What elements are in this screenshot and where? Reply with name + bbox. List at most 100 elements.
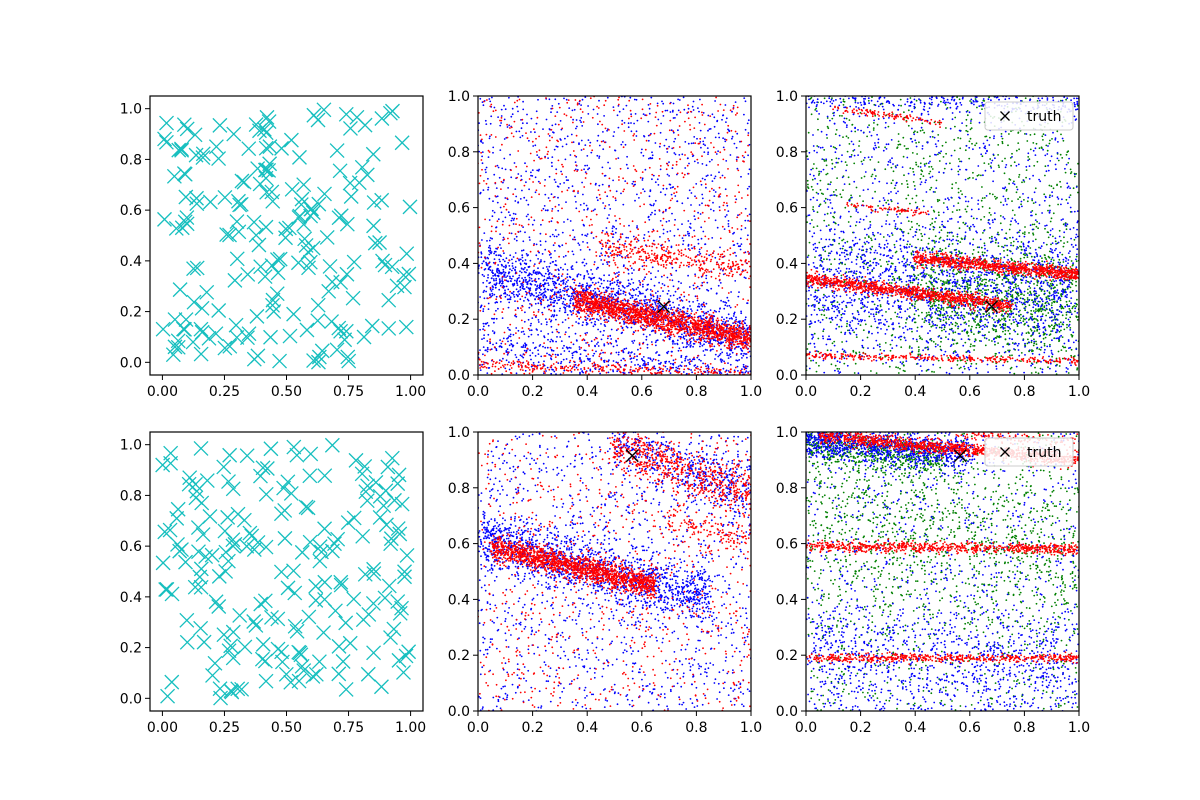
data-point [690,334,693,336]
data-point [641,148,643,151]
data-point [556,296,558,299]
data-point [719,237,722,240]
data-point [641,98,644,101]
data-point [576,340,578,342]
data-point [550,161,553,164]
data-point [615,158,617,160]
data-point [707,289,710,292]
data-point [482,104,485,107]
data-point [343,189,359,204]
data-point [700,226,703,229]
data-point [603,359,606,362]
data-point [657,290,659,293]
data-point [666,313,669,315]
data-point [716,321,719,324]
data-point [481,162,484,165]
data-point [563,290,566,292]
data-point [634,320,637,323]
data-point [552,369,554,371]
data-point [656,298,658,301]
data-point [505,208,508,211]
data-point [615,291,618,294]
data-point [668,175,670,177]
data-point [581,370,584,372]
data-point [676,343,679,346]
data-point [651,368,653,370]
data-point [559,288,562,291]
data-point [720,323,723,325]
data-point [711,335,713,338]
data-point [638,280,641,282]
data-point [548,135,551,137]
data-point [670,350,673,353]
data-point [222,338,238,354]
data-point [530,329,533,332]
data-point [561,231,564,234]
data-point [651,211,653,214]
data-point [540,157,543,160]
data-point [701,197,704,200]
data-point [593,293,596,295]
data-point [500,115,503,117]
data-point [547,333,550,335]
data-point [686,310,689,312]
data-point [656,254,659,257]
data-point [488,250,490,252]
data-point [507,306,510,309]
data-point [687,265,690,268]
data-point [617,253,619,256]
data-point [728,229,731,232]
data-point [661,370,664,373]
data-point [706,349,708,351]
data-point [558,283,561,286]
data-point [619,281,621,283]
data-point [519,354,522,357]
data-point [499,119,501,122]
data-point [666,151,669,153]
data-point [613,281,616,284]
data-point [669,111,672,113]
data-point [717,110,719,112]
data-point [566,189,569,192]
data-point [731,265,734,268]
data-point [619,365,622,368]
data-point [699,368,702,371]
data-point [630,256,632,258]
data-point [687,248,690,250]
data-point [585,285,588,287]
data-point [749,243,751,245]
data-point [515,356,518,359]
data-point [493,250,496,253]
data-point [626,182,629,185]
data-point [590,269,592,271]
data-point [601,166,604,169]
data-point [549,366,552,369]
data-point [586,282,588,285]
data-point [740,327,742,329]
data-point [730,291,732,293]
data-point [741,368,743,370]
data-point [738,324,741,327]
data-point [681,237,684,240]
data-point [575,201,577,203]
data-point [571,250,574,253]
data-point [502,357,504,360]
data-point [694,218,696,221]
data-point [676,288,679,290]
data-point [570,371,573,373]
data-point [728,130,731,133]
data-point [266,304,282,319]
data-point [565,143,568,146]
data-point [671,110,674,113]
data-point [375,253,390,269]
data-point [657,270,660,272]
data-point [729,363,732,366]
data-point [744,128,747,131]
data-point [701,344,704,347]
data-point [351,175,367,191]
data-point [706,269,709,271]
data-point [492,360,495,363]
data-point [527,327,530,330]
data-point [179,216,195,232]
data-point [612,236,614,239]
